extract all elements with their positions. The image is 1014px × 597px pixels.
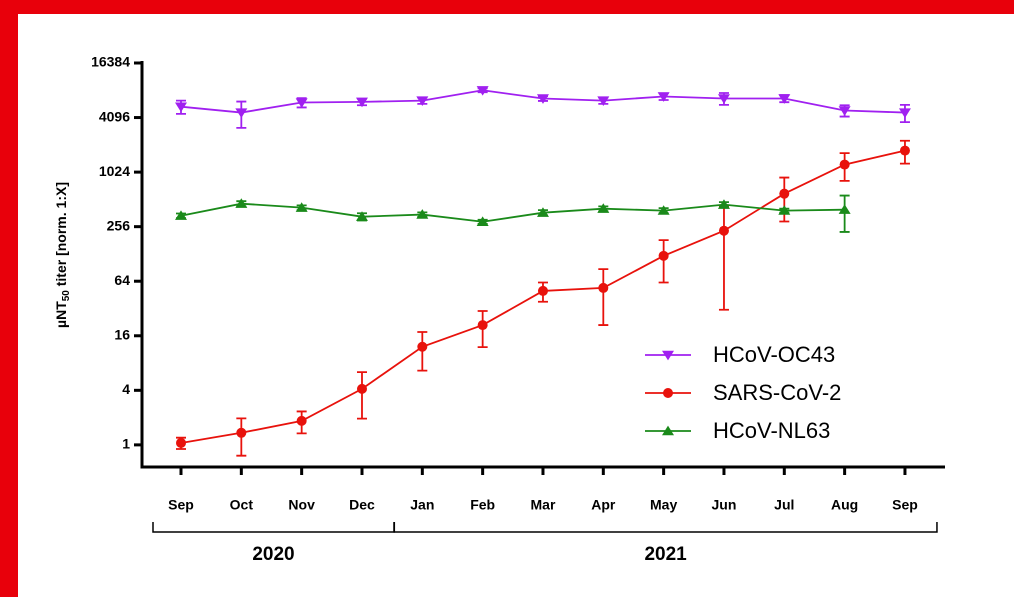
year-label: 2020 <box>252 544 294 565</box>
marker <box>597 203 610 213</box>
marker <box>235 198 248 208</box>
marker <box>235 108 248 118</box>
x-tick-label: Sep <box>892 497 918 513</box>
x-tick-label: May <box>650 497 677 513</box>
marker <box>175 210 187 220</box>
marker <box>295 202 308 212</box>
y-tick-label: 256 <box>107 217 131 233</box>
marker <box>717 94 730 104</box>
marker <box>416 96 429 107</box>
marker <box>778 205 791 215</box>
marker <box>657 92 670 102</box>
legend-label: HCoV-OC43 <box>713 342 835 367</box>
marker <box>476 86 489 96</box>
marker <box>838 106 851 116</box>
marker <box>477 320 488 331</box>
y-tick-label: 1024 <box>99 163 130 179</box>
marker <box>296 415 307 426</box>
marker <box>356 383 367 394</box>
marker <box>718 225 729 236</box>
y-tick-label: 16 <box>114 326 130 342</box>
marker <box>236 427 247 438</box>
x-tick-label: Sep <box>168 497 194 513</box>
frame-left <box>0 0 18 597</box>
y-tick-label: 64 <box>114 272 130 288</box>
x-tick-label: Dec <box>349 497 375 513</box>
marker <box>662 425 674 436</box>
y-tick-label: 1 <box>122 436 130 452</box>
marker <box>839 159 850 170</box>
marker <box>899 145 910 156</box>
marker <box>355 97 368 108</box>
x-tick-label: Apr <box>591 497 616 513</box>
marker <box>476 216 489 226</box>
marker <box>778 94 791 104</box>
y-tick-label: 16384 <box>91 54 130 70</box>
x-tick-label: Jan <box>410 497 434 513</box>
x-tick-label: Jun <box>712 497 737 513</box>
year-bracket <box>393 522 938 533</box>
marker <box>658 250 669 261</box>
error-bar <box>658 239 669 284</box>
error-bar <box>598 268 609 326</box>
marker <box>416 209 429 219</box>
x-tick-label: Oct <box>230 497 254 513</box>
error-bar <box>356 371 367 420</box>
x-tick-label: Feb <box>470 497 495 513</box>
x-tick-label: Jul <box>774 497 794 513</box>
marker <box>717 199 730 209</box>
y-tick-label: 4 <box>122 381 130 397</box>
marker <box>175 102 187 113</box>
marker <box>176 437 186 448</box>
legend-label: SARS-CoV-2 <box>713 380 841 405</box>
marker <box>779 188 790 199</box>
marker <box>838 204 851 214</box>
marker <box>898 108 911 118</box>
marker <box>295 98 308 108</box>
marker <box>417 341 428 352</box>
marker <box>662 350 674 361</box>
x-tick-label: Nov <box>288 497 315 513</box>
marker <box>598 282 609 293</box>
x-tick-label: Mar <box>531 497 556 513</box>
legend-label: HCoV-NL63 <box>713 418 830 443</box>
year-label: 2021 <box>644 544 687 565</box>
frame-top <box>0 0 1014 14</box>
marker <box>597 96 610 107</box>
y-axis-label: µNT50 titer [norm. 1:X] <box>53 182 72 328</box>
x-tick-label: Aug <box>831 497 858 513</box>
marker <box>537 285 548 296</box>
series-line <box>180 202 845 223</box>
marker <box>663 388 673 398</box>
marker <box>657 205 670 215</box>
marker <box>355 211 368 221</box>
y-tick-label: 4096 <box>99 108 130 124</box>
marker <box>536 207 549 217</box>
marker <box>536 94 549 104</box>
